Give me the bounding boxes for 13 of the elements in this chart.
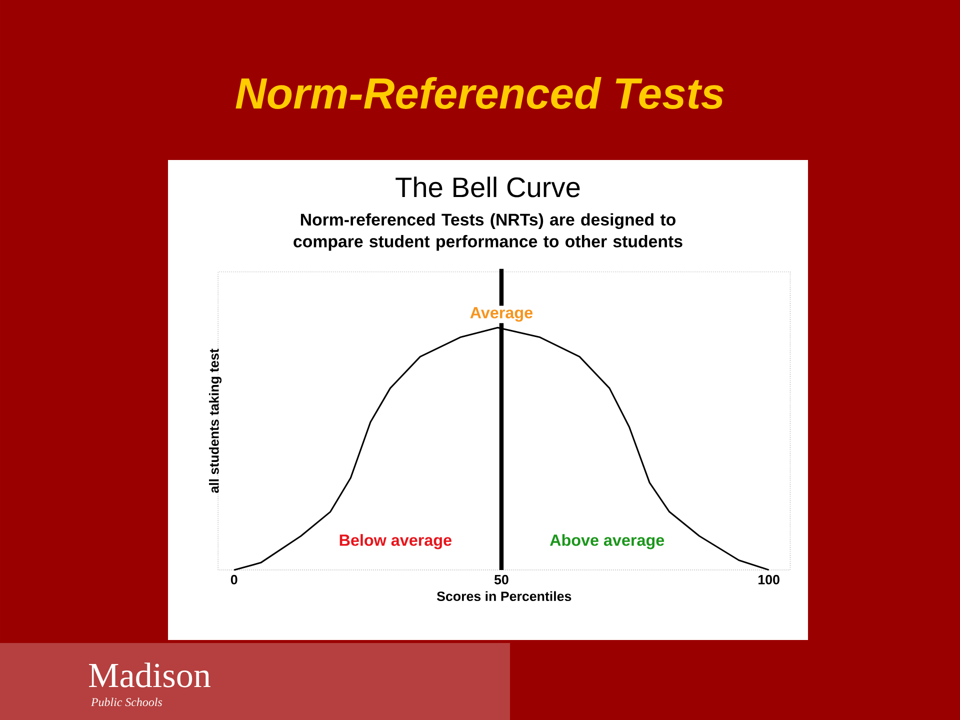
ref-line-label: Average: [470, 307, 533, 322]
text: Norm-referenced Tests (NRTs) are designed to compare student performance to other students: [294, 213, 682, 251]
chart-title: Norm-Referenced Tests: [236, 76, 724, 109]
text: Madison: [88, 662, 210, 688]
x-tick-label: 50: [494, 574, 508, 584]
annotation: Above average: [550, 534, 664, 550]
x-tick-label: 0: [230, 574, 238, 584]
y-axis-title: all students taking test: [209, 348, 222, 493]
text: Public Schools: [90, 698, 162, 706]
chart-subtitle: The Bell Curve: [396, 176, 580, 198]
x-axis-title: Scores in Percentiles: [436, 591, 572, 602]
annotation: Below average: [340, 534, 452, 550]
x-tick-label: 100: [758, 574, 780, 584]
